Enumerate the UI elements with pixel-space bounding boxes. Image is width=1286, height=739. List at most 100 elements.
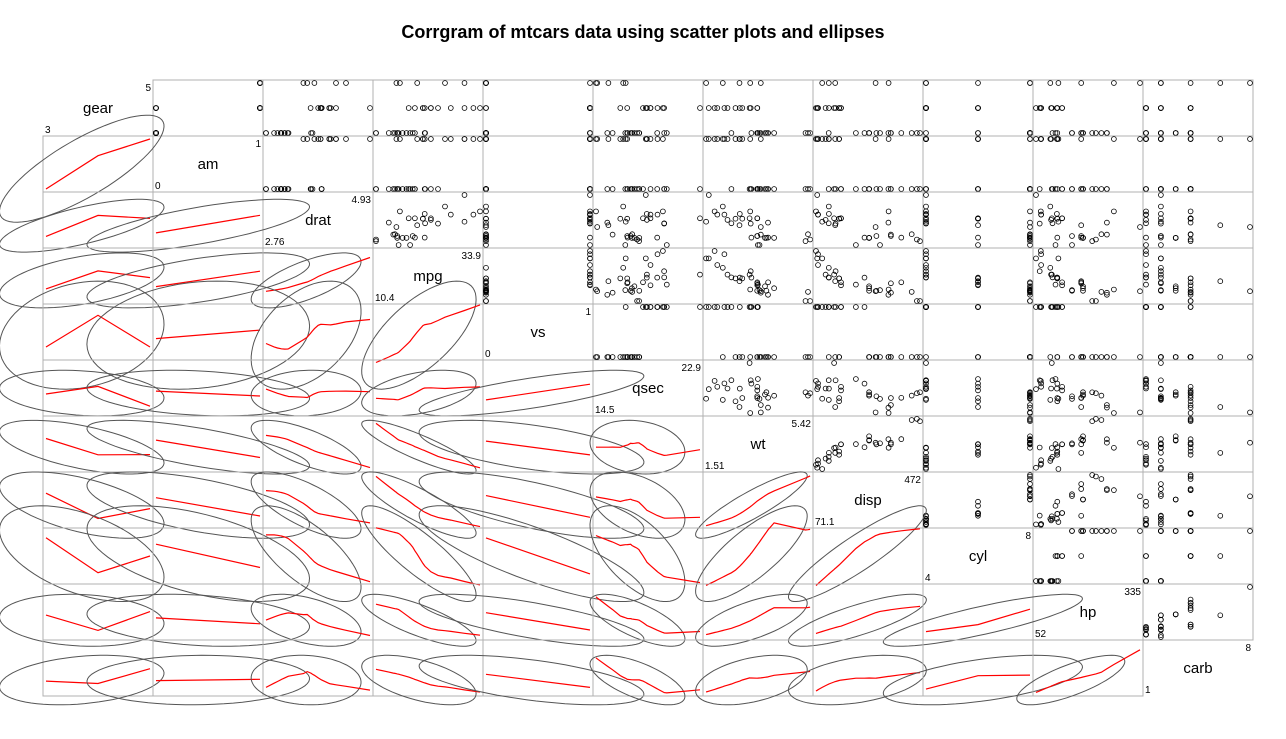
scatter-point [1172,433,1179,440]
panel-border [1032,135,1144,193]
scatter-point [1059,553,1065,559]
scatter-point [1055,519,1062,525]
scatter-point [587,220,593,227]
scatter-point [1078,528,1084,534]
scatter-point [765,130,771,136]
panel-border [372,471,484,529]
scatter-point [1078,80,1084,86]
scatter-point [802,389,809,396]
scatter-point [660,105,666,111]
loess-smoother [375,475,481,528]
scatter-point [746,105,753,111]
scatter-point [1158,634,1164,640]
panel-border [812,359,924,417]
panel-mpg-am [86,247,311,309]
scatter-point [1143,502,1149,509]
scatter-point [923,130,929,136]
scatter-point [604,186,611,192]
scatter-point [1078,130,1084,136]
scatter-point [1052,553,1059,559]
data-ellipse [589,471,686,539]
scatter-point [654,234,660,241]
panel-gear-mpg [372,79,484,137]
scatter-point [1027,136,1033,142]
scatter-point [736,80,743,86]
panel-border [42,527,154,585]
scatter-point [1078,222,1084,229]
scatter-point [640,279,646,286]
scatter-point [765,291,771,298]
scatter-point [1187,291,1194,298]
scatter-point [1137,493,1143,500]
panel-disp-disp: disp 472 71.1 [815,475,921,528]
scatter-point [1217,553,1224,559]
scatter-point [397,136,403,142]
scatter-point [923,449,929,456]
scatter-point [747,136,753,142]
scatter-point [1059,215,1065,222]
scatter-point [1049,130,1056,136]
scatter-point [755,376,761,382]
scatter-point [923,380,929,387]
scatter-point [587,242,593,248]
scatter-point [278,186,285,192]
scatter-point [826,449,832,456]
scatter-point [661,220,667,227]
scatter-point [836,136,842,142]
scatter-point [754,215,761,222]
scatter-point [627,233,634,239]
scatter-point [1217,450,1224,456]
scatter-point [1187,186,1194,192]
scatter-point [831,215,837,222]
scatter-point [1047,354,1054,360]
scatter-point [873,393,880,400]
panel-border [152,191,264,249]
scatter-point [1158,458,1164,464]
panel-cyl-carb [1142,527,1254,585]
scatter-point [754,186,760,192]
scatter-point [257,80,263,86]
scatter-point [1069,287,1075,294]
panel-qsec-hp [1032,359,1144,417]
scatter-point [394,233,401,239]
scatter-point [838,186,844,192]
scatter-point [333,136,339,142]
scatter-point [661,186,667,192]
scatter-point [732,354,739,360]
panel-border [1032,415,1144,473]
scatter-point [1027,496,1033,503]
scatter-point [853,441,859,447]
scatter-point [1187,553,1194,559]
scatter-point [624,215,630,222]
scatter-point [587,136,593,142]
panel-border [1032,359,1144,417]
scatter-point [1158,519,1164,525]
scatter-point [1027,433,1033,440]
scatter-point [421,211,428,217]
scatter-point [975,502,981,509]
scatter-point [771,285,777,292]
scatter-point [1111,410,1117,416]
scatter-point [711,304,718,310]
scatter-point [754,282,761,289]
panel-hp-wt [695,583,814,647]
scatter-point [1143,553,1149,559]
scatter-point [748,234,755,241]
scatter-point [1143,578,1149,584]
scatter-point [483,80,489,86]
scatter-point [1172,285,1179,292]
scatter-point [813,248,819,254]
scatter-point [861,444,868,451]
scatter-point [754,354,760,360]
scatter-point [1038,521,1044,527]
panel-border [262,471,374,529]
scatter-point [421,105,428,111]
scatter-point [914,416,920,422]
scatter-point [923,105,929,111]
scatter-point [888,395,894,401]
scatter-point [872,354,879,360]
panel-border [1032,303,1144,361]
loess-smoother [155,329,261,340]
loess-smoother [485,673,591,688]
data-ellipse [86,419,311,475]
